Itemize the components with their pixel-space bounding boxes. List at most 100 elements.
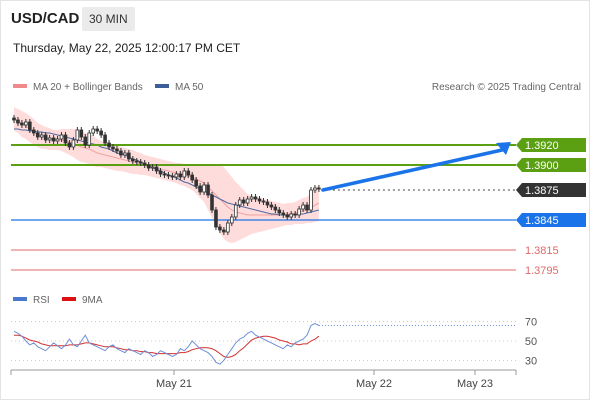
level-labels: 1.3920 1.3900 1.3875 1.3845 1.3815 1.3795	[516, 138, 586, 277]
rsi-panel: 70 50 30	[11, 317, 537, 367]
candle-up	[123, 152, 127, 156]
candle-down	[257, 198, 262, 202]
candle-up	[309, 189, 313, 211]
candle-down	[186, 170, 191, 176]
candle-up	[174, 173, 179, 178]
candle-up	[150, 166, 155, 169]
level-label-1.3795: 1.3795	[525, 265, 559, 277]
candle-down	[241, 199, 246, 204]
ma50-legend-swatch	[155, 84, 169, 88]
candle-down	[134, 160, 139, 163]
candle-down	[103, 134, 107, 144]
candle-up	[249, 196, 254, 200]
candle-down	[198, 185, 202, 193]
candle-down	[285, 214, 290, 218]
candle-down	[35, 132, 40, 138]
level-tag-1.3920	[516, 138, 586, 152]
candle-down	[79, 129, 84, 138]
candle-down	[170, 175, 175, 178]
candle-down	[206, 184, 210, 196]
candle-up	[182, 170, 187, 178]
candle-up	[39, 134, 44, 138]
candle-up	[245, 198, 250, 204]
candle-down	[158, 170, 163, 175]
candle-down	[99, 130, 103, 136]
candle-down	[95, 128, 99, 132]
candle-down	[190, 174, 195, 181]
candle-up	[301, 204, 305, 210]
time-label-2: May 23	[457, 378, 493, 390]
level-label-1.3815: 1.3815	[525, 245, 559, 257]
time-label-1: May 22	[356, 378, 392, 390]
candle-down	[178, 173, 183, 178]
candle-down	[273, 206, 278, 211]
candle-down	[127, 152, 131, 160]
candles	[12, 115, 321, 235]
ma9-legend-swatch	[62, 297, 76, 301]
forecast-arrow	[321, 142, 511, 192]
candle-down	[277, 209, 282, 214]
ma50-legend-label: MA 50	[175, 82, 204, 93]
candle-down	[12, 117, 16, 121]
candle-down	[162, 173, 167, 176]
level-tag-1.3845	[516, 213, 586, 227]
candle-up	[229, 216, 234, 224]
candle-down	[293, 213, 297, 216]
candle-down	[142, 162, 147, 166]
candle-up	[226, 222, 230, 233]
bollinger-band-area	[14, 107, 319, 243]
level-tag-1.3875	[516, 183, 586, 197]
candle-up	[87, 132, 92, 146]
candle-down	[20, 122, 24, 126]
rsi-legend-label: RSI	[33, 295, 50, 306]
candle-down	[265, 201, 270, 206]
time-axis: May 21 May 22 May 23	[10, 369, 517, 390]
candle-up	[202, 184, 206, 193]
candle-up	[71, 139, 76, 148]
candle-down	[269, 204, 274, 208]
rsi-tick-30: 30	[525, 355, 537, 367]
ma20-legend-swatch	[13, 84, 27, 88]
candle-down	[154, 166, 159, 172]
rsi-legend-swatch	[13, 297, 27, 301]
candle-down	[317, 187, 321, 190]
forecast-arrow-head	[496, 142, 511, 155]
candle-up	[289, 213, 293, 218]
candle-down	[261, 200, 266, 203]
candle-up	[237, 199, 242, 206]
candle-down	[63, 134, 68, 144]
rsi-tick-70: 70	[525, 317, 537, 329]
candle-up	[233, 204, 238, 218]
ma20-legend-label: MA 20 + Bollinger Bands	[33, 82, 143, 93]
candle-down	[305, 204, 309, 211]
candle-down	[67, 142, 72, 148]
level-label-1.3845: 1.3845	[525, 215, 559, 227]
candle-down	[218, 226, 222, 231]
candle-down	[107, 142, 111, 148]
candle-down	[166, 174, 171, 177]
candle-down	[32, 129, 36, 134]
candle-up	[313, 187, 317, 191]
candle-up	[297, 208, 301, 216]
level-tag-1.3900	[516, 158, 586, 172]
candle-down	[51, 137, 56, 142]
candle-down	[111, 146, 115, 150]
bollinger-band	[14, 107, 319, 243]
rsi-line	[13, 323, 320, 365]
ma9-legend-label: 9MA	[82, 295, 103, 306]
candle-down	[222, 229, 226, 233]
candle-up	[47, 137, 52, 141]
candle-down	[115, 148, 119, 152]
level-label-1.3875: 1.3875	[525, 185, 559, 197]
time-label-0: May 21	[156, 378, 192, 390]
timeframe-button[interactable]: 30 MIN	[82, 7, 135, 31]
candle-down	[83, 136, 88, 146]
rsi-tick-50: 50	[525, 336, 537, 348]
candle-up	[24, 121, 28, 126]
credit-label: Research © 2025 Trading Central	[432, 82, 581, 93]
candle-down	[194, 179, 198, 187]
timestamp: Thursday, May 22, 2025 12:00:17 PM CET	[13, 41, 241, 55]
candle-down	[281, 212, 286, 216]
candle-down	[43, 134, 48, 141]
